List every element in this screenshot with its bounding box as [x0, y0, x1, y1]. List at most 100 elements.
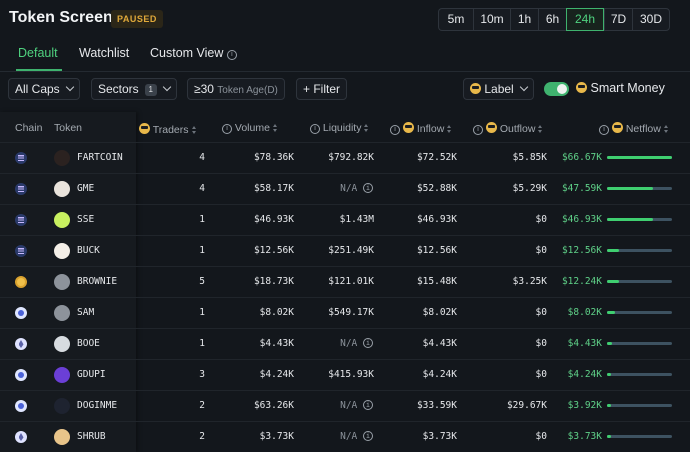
caps-dropdown[interactable]: All Caps: [8, 78, 80, 100]
add-filter-button[interactable]: + Filter: [296, 78, 348, 100]
inflow-cell: $12.56K: [416, 245, 457, 256]
table-row[interactable]: BOOE 1 $4.43K N/A i $4.43K $0 $4.43K: [0, 328, 690, 359]
chain-sui-icon: [15, 307, 27, 319]
column-header-outflow[interactable]: i Outflow: [473, 122, 543, 135]
table-row[interactable]: SSE 1 $46.93K $1.43M $46.93K $0 $46.93K: [0, 204, 690, 235]
token-symbol[interactable]: SSE: [77, 214, 95, 225]
table-row[interactable]: FARTCOIN 4 $78.36K $792.82K $72.52K $5.8…: [0, 142, 690, 173]
tab-custom-view[interactable]: Custom View i: [150, 46, 237, 60]
netflow-cell: $8.02K: [567, 307, 602, 318]
token-age-filter[interactable]: ≥30 Token Age(D): [187, 78, 285, 100]
column-header-inflow[interactable]: i Inflow: [390, 122, 452, 135]
sectors-dropdown[interactable]: Sectors 1: [91, 78, 177, 100]
column-header-chain: Chain: [15, 122, 43, 134]
table-row[interactable]: GME 4 $58.17K N/A i $52.88K $5.29K $47.5…: [0, 173, 690, 204]
info-icon[interactable]: i: [363, 183, 373, 193]
outflow-cell: $0: [535, 307, 547, 318]
info-icon[interactable]: i: [363, 338, 373, 348]
netflow-cell: $12.56K: [561, 245, 602, 256]
liquidity-value: N/A: [340, 431, 358, 442]
timeframe-7d[interactable]: 7D: [604, 8, 632, 31]
column-header-token: Token: [54, 122, 83, 134]
inflow-cell: $15.48K: [416, 276, 457, 287]
info-icon[interactable]: i: [363, 431, 373, 441]
token-age-value: ≥30: [194, 82, 214, 96]
netflow-bar-fill: [607, 156, 672, 159]
netflow-bar-fill: [607, 435, 611, 438]
table-row[interactable]: BUCK 1 $12.56K $251.49K $12.56K $0 $12.5…: [0, 235, 690, 266]
token-symbol[interactable]: DOGINME: [77, 400, 118, 411]
traders-cell: 1: [199, 307, 205, 318]
chain-sui-icon: [15, 369, 27, 381]
column-header-traders[interactable]: Traders: [137, 122, 197, 136]
timeframe-30d[interactable]: 30D: [632, 8, 670, 31]
sort-icon: [663, 125, 669, 133]
netflow-bar-fill: [607, 187, 654, 190]
netflow-bar: [607, 342, 672, 345]
volume-cell: $4.43K: [259, 338, 294, 349]
column-header-netflow[interactable]: i Netflow: [599, 122, 669, 135]
chevron-down-icon: [519, 82, 528, 92]
traders-cell: 2: [199, 400, 205, 411]
chain-solana-icon: [15, 245, 27, 257]
token-symbol[interactable]: SAM: [77, 307, 95, 318]
token-symbol[interactable]: BOOE: [77, 338, 100, 349]
inflow-cell: $4.43K: [422, 338, 457, 349]
liquidity-cell: $792.82K: [328, 152, 374, 163]
inflow-cell: $33.59K: [416, 400, 457, 411]
timeframe-1h[interactable]: 1h: [510, 8, 538, 31]
volume-cell: $46.93K: [253, 214, 294, 225]
token-age-label: Token Age(D): [217, 85, 278, 96]
label-dropdown[interactable]: Label: [463, 78, 534, 100]
token-avatar: [54, 305, 70, 321]
page-title: Token Screener: [9, 9, 128, 26]
netflow-bar-fill: [607, 342, 612, 345]
smart-money-toggle[interactable]: [544, 82, 569, 96]
traders-cell: 5: [199, 276, 205, 287]
outflow-cell: $5.29K: [512, 183, 547, 194]
timeframe-6h[interactable]: 6h: [538, 8, 566, 31]
liquidity-cell: N/A i: [340, 431, 373, 442]
token-symbol[interactable]: BUCK: [77, 245, 100, 256]
table-row[interactable]: BROWNIE 5 $18.73K $121.01K $15.48K $3.25…: [0, 266, 690, 297]
liquidity-cell: $121.01K: [328, 276, 374, 287]
column-header-volume[interactable]: i Volume: [222, 122, 278, 134]
sort-icon: [447, 125, 452, 133]
column-header-liquidity[interactable]: i Liquidity: [310, 122, 369, 134]
column-header-liquidity-label: Liquidity: [322, 122, 362, 134]
traders-cell: 1: [199, 338, 205, 349]
token-avatar: [54, 336, 70, 352]
tab-default[interactable]: Default: [18, 46, 58, 60]
table-row[interactable]: SHRUB 2 $3.73K N/A i $3.73K $0 $3.73K: [0, 421, 690, 452]
smart-money-icon: [576, 82, 587, 93]
token-symbol[interactable]: SHRUB: [77, 431, 106, 442]
netflow-cell: $66.67K: [561, 152, 602, 163]
netflow-bar-fill: [607, 280, 619, 283]
volume-cell: $3.73K: [259, 431, 294, 442]
netflow-cell: $4.24K: [567, 369, 602, 380]
info-icon[interactable]: i: [363, 400, 373, 410]
table-row[interactable]: DOGINME 2 $63.26K N/A i $33.59K $29.67K …: [0, 390, 690, 421]
status-badge: PAUSED: [111, 10, 163, 28]
info-icon[interactable]: i: [226, 50, 237, 60]
tab-watchlist[interactable]: Watchlist: [79, 46, 130, 60]
timeframe-24h[interactable]: 24h: [566, 8, 604, 31]
timeframe-5m[interactable]: 5m: [438, 8, 473, 31]
netflow-bar: [607, 218, 672, 221]
token-avatar: [54, 150, 70, 166]
timeframe-10m[interactable]: 10m: [473, 8, 510, 31]
table-row[interactable]: GDUPI 3 $4.24K $415.93K $4.24K $0 $4.24K: [0, 359, 690, 390]
netflow-bar-fill: [607, 404, 611, 407]
table-row[interactable]: SAM 1 $8.02K $549.17K $8.02K $0 $8.02K: [0, 297, 690, 328]
sort-icon: [364, 124, 369, 132]
token-symbol[interactable]: BROWNIE: [77, 276, 118, 287]
netflow-bar: [607, 156, 672, 159]
token-symbol[interactable]: GDUPI: [77, 369, 106, 380]
traders-cell: 4: [199, 152, 205, 163]
liquidity-cell: $1.43M: [339, 214, 374, 225]
token-symbol[interactable]: FARTCOIN: [77, 152, 123, 163]
info-icon: i: [599, 125, 609, 135]
info-icon: i: [222, 124, 232, 134]
liquidity-cell: $549.17K: [328, 307, 374, 318]
token-symbol[interactable]: GME: [77, 183, 95, 194]
